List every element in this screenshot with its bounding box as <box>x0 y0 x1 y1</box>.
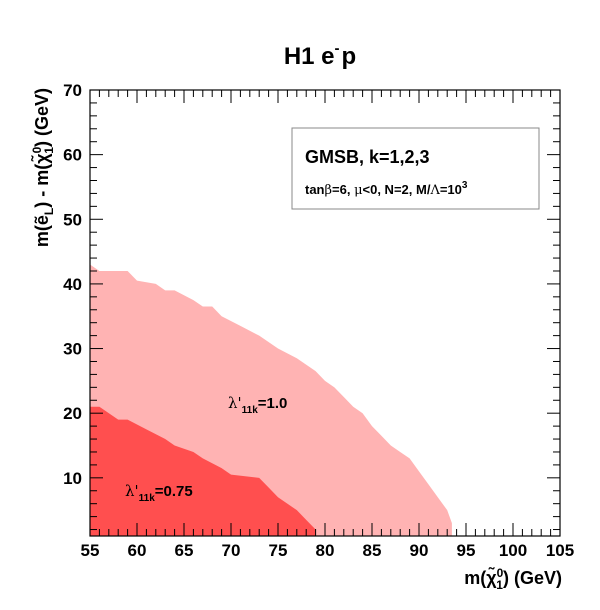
x-tick-label: 80 <box>316 541 335 560</box>
x-tick-label: 75 <box>269 541 288 560</box>
legend-line-1: GMSB, k=1,2,3 <box>305 147 430 167</box>
x-tick-label: 60 <box>128 541 147 560</box>
x-tick-label: 65 <box>175 541 194 560</box>
legend-box: GMSB, k=1,2,3 tanβ=6, μ<0, N=2, M/Λ=103 <box>291 127 540 210</box>
exclusion-regions <box>90 264 452 536</box>
region-label-lambda-0.75: λ'11k=0.75 <box>125 482 193 504</box>
y-tick-label: 30 <box>63 340 82 359</box>
region-label-lambda-1.0: λ'11k=1.0 <box>228 394 287 416</box>
x-tick-label: 95 <box>457 541 476 560</box>
x-tick-label: 70 <box>222 541 241 560</box>
y-tick-label: 10 <box>63 469 82 488</box>
x-tick-label: 105 <box>546 541 574 560</box>
y-tick-label: 70 <box>63 81 82 100</box>
y-tick-labels: 10 20 30 40 50 60 70 <box>63 81 82 488</box>
chart-title: H1 e-p <box>284 40 356 70</box>
x-axis-label: m(χ̃0 1) (GeV) <box>464 566 562 592</box>
x-tick-label: 100 <box>499 541 527 560</box>
y-tick-label: 20 <box>63 404 82 423</box>
legend-line-2: tanβ=6, μ<0, N=2, M/Λ=103 <box>305 180 468 198</box>
y-tick-label: 40 <box>63 275 82 294</box>
x-tick-label: 85 <box>363 541 382 560</box>
y-axis-label: m(ẽL) - m(χ̃01) (GeV) <box>30 88 56 247</box>
exclusion-region-lambda-0.75 <box>90 406 316 536</box>
y-tick-label: 50 <box>63 210 82 229</box>
y-tick-label: 60 <box>63 146 82 165</box>
legend-frame <box>291 127 540 210</box>
x-tick-labels: 55 60 65 70 75 80 85 90 95 100 105 <box>81 541 575 560</box>
x-tick-label: 55 <box>81 541 100 560</box>
axis-ticks <box>89 89 561 536</box>
x-tick-label: 90 <box>410 541 429 560</box>
